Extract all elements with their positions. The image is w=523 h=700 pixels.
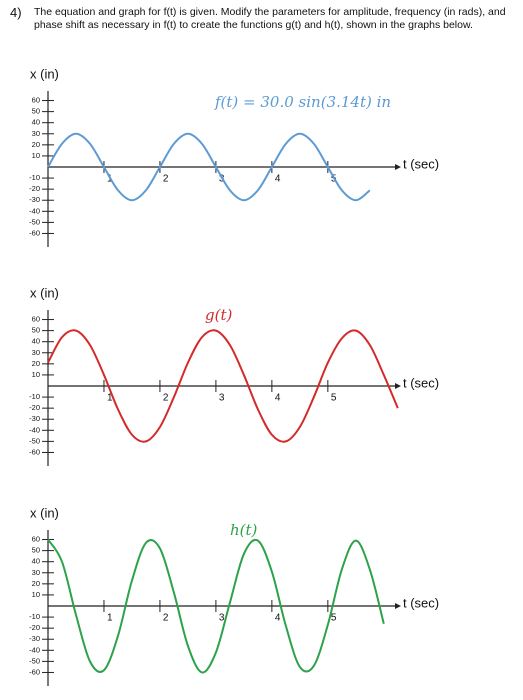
y-tick-label: -50: [29, 217, 40, 226]
x-tick-label: 2: [163, 613, 169, 624]
x-tick-label: 5: [331, 393, 337, 404]
y-tick-label: 60: [32, 315, 40, 324]
x-tick-label: 4: [275, 174, 281, 185]
x-tick-label: 5: [331, 613, 337, 624]
curve: [47, 538, 385, 674]
x-tick-label: 4: [275, 393, 281, 404]
y-tick-label: 20: [32, 579, 40, 588]
y-tick-label: -40: [29, 645, 40, 654]
y-tick-label: 40: [32, 118, 40, 127]
x-tick-label: 4: [275, 613, 281, 624]
y-tick-label: -30: [29, 195, 40, 204]
question-text: The equation and graph for f(t) is given…: [34, 6, 506, 31]
y-tick-label: -10: [29, 173, 40, 182]
y-tick-label: -60: [29, 447, 40, 456]
y-tick-label: 40: [32, 557, 40, 566]
x-tick-label: 2: [163, 174, 169, 185]
y-tick-label: -60: [29, 228, 40, 237]
y-tick-label: -10: [29, 392, 40, 401]
y-tick-label: 30: [32, 568, 40, 577]
y-tick-label: 60: [32, 96, 40, 105]
y-tick-label: -20: [29, 403, 40, 412]
x-tick-label: 3: [219, 393, 225, 404]
x-axis-arrow: [395, 383, 401, 389]
y-axis-label: x (in): [30, 66, 59, 81]
y-tick-label: -50: [29, 436, 40, 445]
curve-label: f(t) = 30.0 sin(3.14t) in: [214, 93, 391, 111]
x-axis-arrow: [395, 603, 401, 609]
y-tick-label: 20: [32, 140, 40, 149]
x-tick-label: 1: [107, 393, 113, 404]
curve-label: h(t): [230, 521, 258, 539]
y-tick-label: -50: [29, 656, 40, 665]
y-axis-label: x (in): [30, 285, 59, 300]
y-tick-label: -30: [29, 634, 40, 643]
y-tick-label: 60: [32, 535, 40, 544]
y-tick-label: 30: [32, 129, 40, 138]
y-tick-label: 50: [32, 326, 40, 335]
y-tick-label: -40: [29, 206, 40, 215]
x-axis-label: t (sec): [403, 375, 439, 390]
y-tick-label: -30: [29, 414, 40, 423]
y-tick-label: 10: [32, 151, 40, 160]
y-tick-label: -40: [29, 425, 40, 434]
y-tick-label: 50: [32, 546, 40, 555]
curve-label: g(t): [205, 306, 232, 324]
y-tick-label: -10: [29, 612, 40, 621]
y-tick-label: -60: [29, 667, 40, 676]
x-axis-arrow: [395, 164, 401, 170]
y-tick-label: 10: [32, 590, 40, 599]
header: 4) The equation and graph for f(t) is gi…: [10, 6, 510, 32]
y-tick-label: 40: [32, 337, 40, 346]
x-tick-label: 3: [219, 613, 225, 624]
y-tick-label: 20: [32, 359, 40, 368]
y-tick-label: 30: [32, 348, 40, 357]
y-tick-label: -20: [29, 184, 40, 193]
curve: [47, 132, 371, 202]
question-number: 4): [10, 5, 22, 20]
x-tick-label: 1: [107, 613, 113, 624]
y-tick-label: 50: [32, 107, 40, 116]
x-tick-label: 2: [163, 393, 169, 404]
y-axis-label: x (in): [30, 505, 59, 520]
y-tick-label: 10: [32, 370, 40, 379]
curve: [47, 329, 399, 443]
x-axis-label: t (sec): [403, 595, 439, 610]
y-tick-label: -20: [29, 623, 40, 632]
x-axis-label: t (sec): [403, 156, 439, 171]
